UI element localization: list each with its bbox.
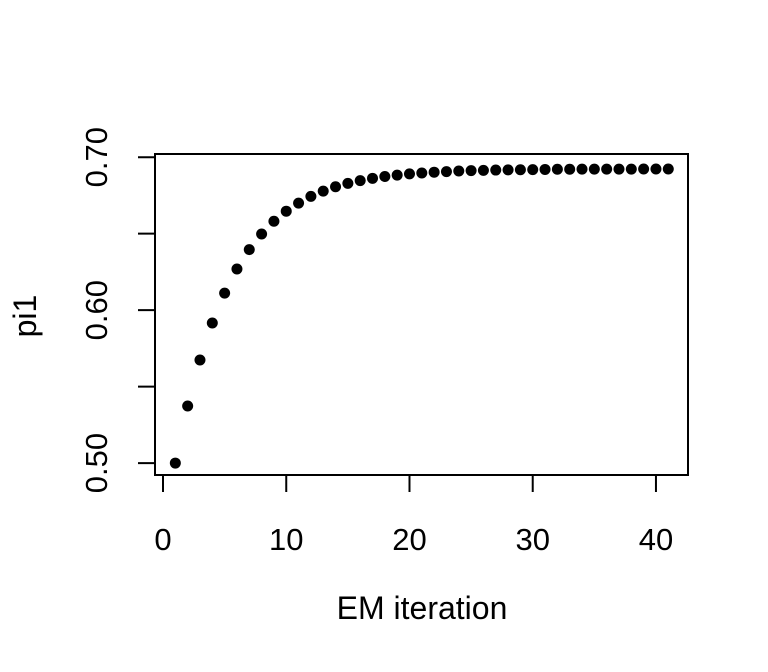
x-axis-label: EM iteration xyxy=(337,590,508,626)
x-axis-tick-labels: 0 10 20 30 40 xyxy=(154,522,673,557)
y-axis-label: pi1 xyxy=(7,295,43,338)
data-point xyxy=(613,163,625,175)
data-point xyxy=(490,164,502,176)
data-point xyxy=(601,163,613,175)
data-point xyxy=(268,215,280,227)
data-point xyxy=(354,175,366,187)
data-point xyxy=(305,190,317,202)
data-point xyxy=(588,163,600,175)
x-tick-label: 20 xyxy=(392,522,426,557)
data-point xyxy=(662,163,674,175)
y-tick-label: 0.70 xyxy=(79,127,114,187)
data-point xyxy=(477,164,489,176)
data-point xyxy=(379,170,391,182)
data-point xyxy=(206,317,218,329)
data-point xyxy=(243,244,255,256)
data-point xyxy=(576,163,588,175)
data-point xyxy=(182,400,194,412)
data-point xyxy=(638,163,650,175)
x-tick-label: 10 xyxy=(269,522,303,557)
data-point xyxy=(330,181,342,193)
data-point xyxy=(539,163,551,175)
y-axis-ticks xyxy=(138,156,155,465)
data-point xyxy=(293,197,305,209)
data-point xyxy=(231,263,243,275)
x-tick-label: 40 xyxy=(639,522,673,557)
data-point xyxy=(194,354,206,366)
data-point xyxy=(416,167,428,179)
data-point xyxy=(564,163,576,175)
data-point xyxy=(367,172,379,184)
data-point xyxy=(453,165,465,177)
y-axis-tick-labels: 0.50 0.60 0.70 xyxy=(79,127,114,493)
data-points xyxy=(169,163,674,469)
data-point xyxy=(256,228,268,240)
data-point xyxy=(465,165,477,177)
data-point xyxy=(551,163,563,175)
data-point xyxy=(219,287,231,299)
y-tick-label: 0.60 xyxy=(79,280,114,340)
x-axis-ticks xyxy=(162,475,657,492)
data-point xyxy=(650,163,662,175)
data-point xyxy=(317,185,329,197)
plot-box xyxy=(154,153,689,476)
x-tick-label: 30 xyxy=(515,522,549,557)
data-point xyxy=(391,169,403,181)
x-tick-label: 0 xyxy=(154,522,171,557)
data-point xyxy=(169,457,181,469)
data-point xyxy=(527,164,539,176)
data-point xyxy=(502,164,514,176)
data-point xyxy=(342,177,354,189)
data-point xyxy=(514,164,526,176)
y-tick-label: 0.50 xyxy=(79,433,114,493)
data-point xyxy=(403,168,415,180)
data-point xyxy=(428,166,440,178)
data-point xyxy=(440,166,452,178)
data-point xyxy=(280,205,292,217)
data-point xyxy=(625,163,637,175)
